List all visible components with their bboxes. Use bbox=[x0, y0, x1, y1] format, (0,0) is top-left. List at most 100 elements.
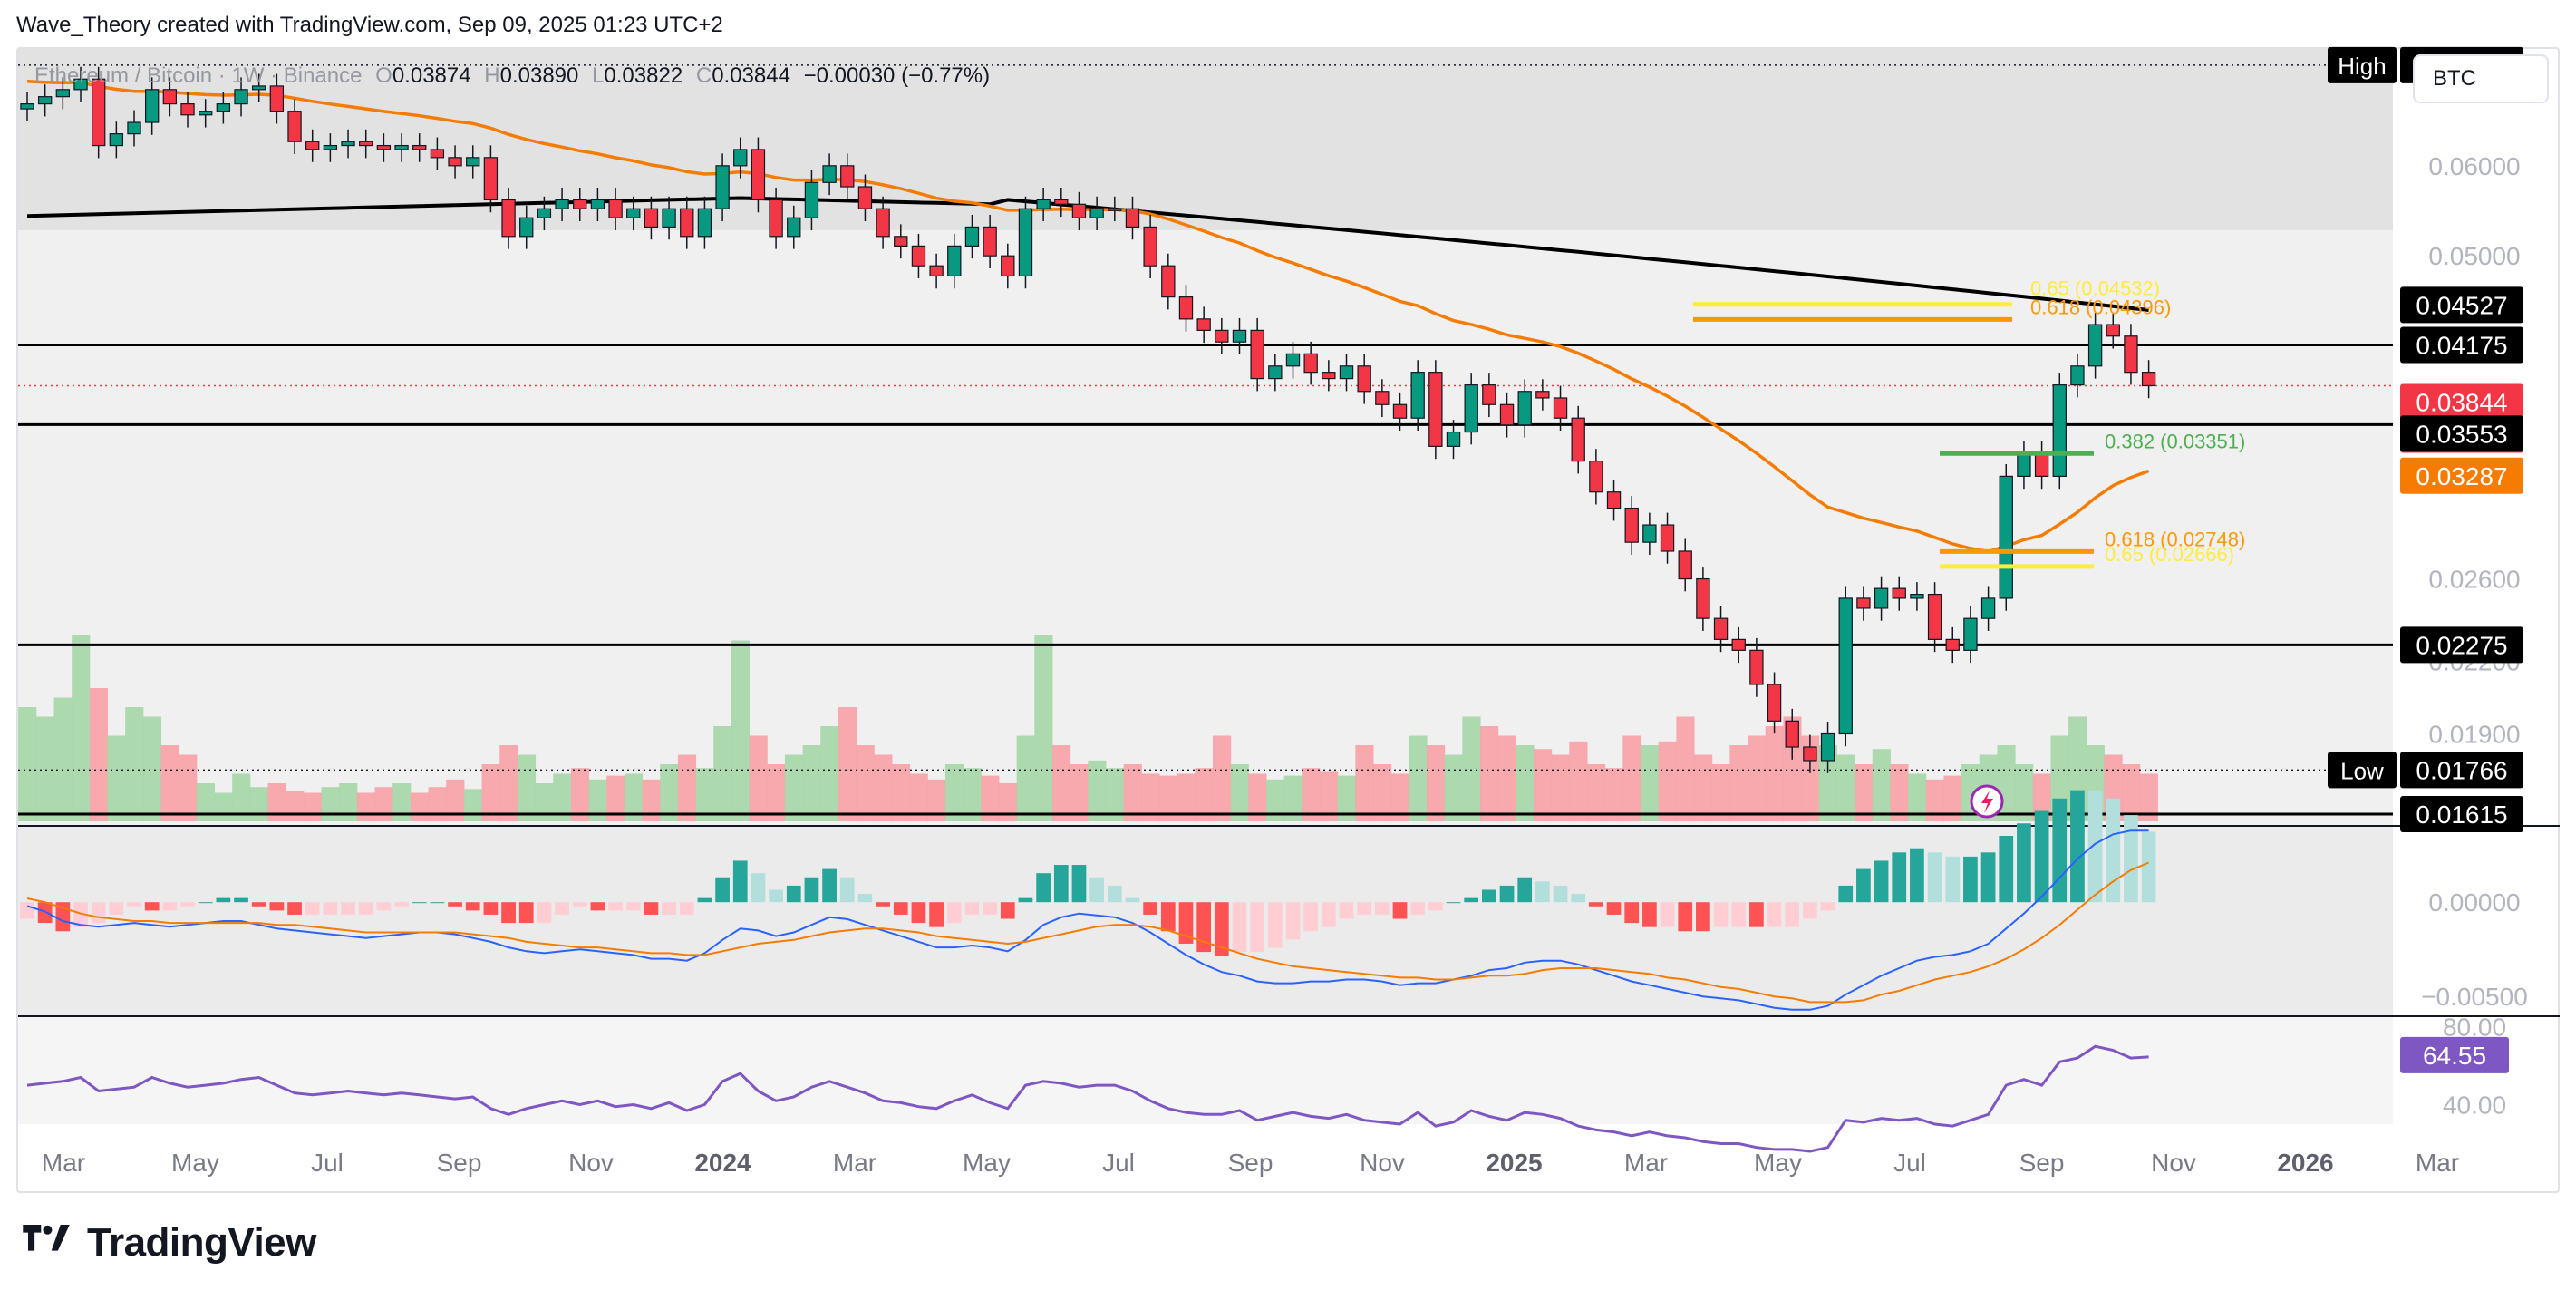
candle-body bbox=[1178, 296, 1194, 320]
x-axis-label: 2024 bbox=[694, 1149, 751, 1177]
macd-histogram-bar bbox=[1285, 902, 1301, 940]
macd-histogram-bar bbox=[287, 902, 302, 915]
volume-bar bbox=[89, 688, 109, 821]
candle-body bbox=[1071, 203, 1087, 218]
volume-bar bbox=[1177, 773, 1196, 821]
volume-bar bbox=[286, 791, 305, 821]
rsi-value-label: 64.55 bbox=[2423, 1042, 2486, 1070]
volume-bar bbox=[1604, 768, 1623, 821]
macd-histogram-bar bbox=[1678, 902, 1693, 932]
volume-bar bbox=[1890, 764, 1909, 821]
macd-histogram-bar bbox=[1553, 885, 1568, 903]
candle-body bbox=[1606, 491, 1622, 509]
price-tick-label: 0.05000 bbox=[2428, 242, 2520, 270]
volume-bar bbox=[1622, 735, 1641, 821]
x-axis-label: May bbox=[963, 1149, 1011, 1177]
macd-histogram-bar bbox=[269, 902, 285, 911]
macd-histogram-bar bbox=[1820, 902, 1835, 911]
macd-histogram-bar bbox=[1999, 835, 2014, 903]
macd-histogram-bar bbox=[876, 902, 890, 907]
volume-bar bbox=[481, 764, 500, 821]
candle-body bbox=[1517, 391, 1532, 426]
macd-histogram-bar bbox=[1250, 902, 1265, 953]
macd-histogram-bar bbox=[1071, 865, 1087, 903]
candle-body bbox=[1713, 617, 1729, 640]
macd-histogram-bar bbox=[162, 902, 178, 911]
price-scale-badge bbox=[2400, 326, 2523, 364]
macd-histogram-bar bbox=[1107, 885, 1122, 903]
x-axis-label: May bbox=[171, 1149, 219, 1177]
volume-bar bbox=[499, 745, 518, 821]
volume-bar bbox=[1497, 735, 1516, 821]
candle-body bbox=[1232, 329, 1247, 343]
x-axis-label: Jul bbox=[1893, 1149, 1926, 1177]
volume-bar bbox=[944, 764, 964, 821]
macd-histogram-bar bbox=[1696, 902, 1710, 932]
volume-bar bbox=[927, 779, 946, 821]
volume-bar bbox=[1070, 764, 1089, 821]
macd-histogram-bar bbox=[305, 902, 320, 915]
candle-body bbox=[733, 149, 748, 167]
brand-name: TradingView bbox=[87, 1220, 316, 1265]
macd-histogram-bar bbox=[679, 902, 694, 915]
candle-body bbox=[947, 245, 962, 277]
macd-histogram-bar bbox=[1125, 897, 1140, 903]
candle-body bbox=[1999, 475, 2013, 599]
candle-body bbox=[680, 208, 694, 238]
volume-bar bbox=[517, 754, 537, 821]
candle-body bbox=[305, 141, 320, 150]
candle-body bbox=[1375, 391, 1390, 405]
macd-tick-label: 0.00000 bbox=[2428, 888, 2520, 917]
macd-histogram-bar bbox=[1267, 902, 1283, 948]
volume-bar bbox=[1016, 735, 1035, 821]
volume-bar bbox=[1694, 754, 1713, 821]
candle-body bbox=[20, 103, 34, 110]
candle-body bbox=[1482, 384, 1496, 405]
volume-bar bbox=[784, 754, 804, 821]
price-scale-tag-label: High bbox=[2338, 53, 2386, 80]
volume-bar bbox=[1265, 779, 1285, 821]
candle-body bbox=[1268, 365, 1283, 380]
volume-bar bbox=[1818, 745, 1837, 821]
price-scale-value: 0.04527 bbox=[2416, 291, 2507, 319]
candle-body bbox=[501, 199, 516, 238]
volume-bar bbox=[1337, 775, 1356, 821]
volume-bar bbox=[1872, 749, 1891, 821]
volume-bar bbox=[731, 640, 751, 821]
volume-bar bbox=[2032, 773, 2051, 821]
candle-body bbox=[983, 226, 997, 257]
x-axis-label: Sep bbox=[437, 1149, 482, 1177]
candle-body bbox=[1874, 587, 1889, 609]
currency-button[interactable]: BTC bbox=[2413, 54, 2549, 103]
candle-body bbox=[1731, 638, 1746, 651]
candle-body bbox=[1535, 391, 1550, 399]
volume-bar bbox=[160, 745, 179, 821]
candle-body bbox=[822, 165, 837, 183]
price-scale-value: 0.04175 bbox=[2416, 331, 2507, 359]
macd-histogram-bar bbox=[2070, 790, 2085, 903]
candle-body bbox=[1589, 461, 1603, 493]
macd-histogram-bar bbox=[1339, 902, 1354, 919]
macd-histogram-bar bbox=[662, 902, 676, 915]
macd-histogram-bar bbox=[1713, 902, 1729, 927]
macd-histogram-bar bbox=[2017, 823, 2031, 903]
macd-histogram-bar bbox=[1767, 902, 1782, 927]
rsi-panel-bg bbox=[18, 1017, 2393, 1124]
volume-bar bbox=[72, 635, 91, 821]
volume-bar bbox=[1729, 745, 1748, 821]
legend-change: −0.00030 (−0.77%) bbox=[803, 63, 991, 88]
volume-bar bbox=[677, 754, 697, 821]
macd-histogram-bar bbox=[769, 889, 783, 903]
candle-body bbox=[876, 208, 890, 238]
macd-histogram-bar bbox=[857, 894, 873, 903]
macd-histogram-bar bbox=[1178, 902, 1194, 944]
candle-body bbox=[573, 199, 587, 209]
candle-body bbox=[359, 141, 373, 147]
candle-body bbox=[662, 208, 676, 228]
volume-bar bbox=[179, 754, 198, 821]
candle-body bbox=[1785, 720, 1799, 748]
volume-bar bbox=[642, 779, 661, 821]
rsi-line bbox=[26, 1044, 2149, 1153]
macd-histogram-bar bbox=[1036, 873, 1051, 903]
